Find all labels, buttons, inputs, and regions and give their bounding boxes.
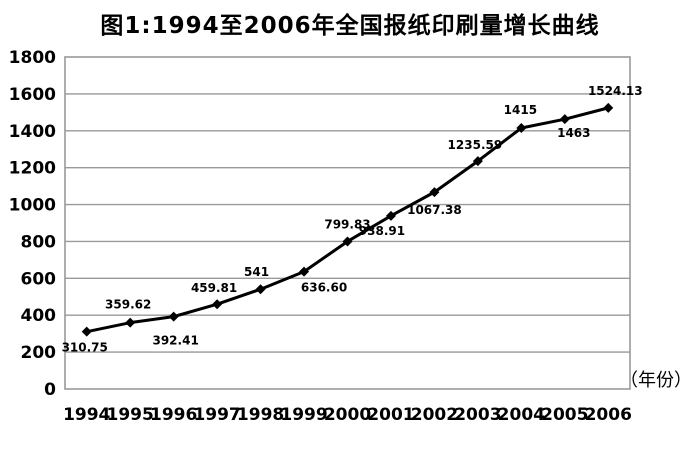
x-tick-label: 2005 [541, 405, 588, 425]
data-point-marker [255, 284, 266, 295]
x-tick-label: 2004 [498, 405, 545, 425]
x-tick-label: 1995 [107, 405, 154, 425]
data-label: 938.91 [359, 224, 405, 238]
data-point-marker [168, 311, 179, 322]
data-label: 1415 [504, 103, 537, 117]
data-point-marker [559, 114, 570, 125]
x-tick-label: 2002 [411, 405, 458, 425]
y-tick-label: 1400 [9, 122, 56, 142]
data-label: 1463 [557, 126, 590, 140]
y-tick-label: 1000 [9, 196, 56, 216]
y-tick-label: 800 [21, 232, 57, 252]
data-point-marker [472, 156, 483, 167]
y-tick-label: 400 [21, 306, 57, 326]
x-tick-label: 1994 [63, 405, 110, 425]
data-label: 392.41 [152, 334, 198, 348]
x-tick-label: 1996 [150, 405, 197, 425]
x-tick-label: 2000 [324, 405, 371, 425]
data-point-marker [81, 326, 92, 337]
y-tick-label: 1600 [9, 85, 56, 105]
data-point-marker [429, 187, 440, 198]
y-tick-label: 1200 [9, 159, 56, 179]
data-label: 1067.38 [407, 203, 462, 217]
y-tick-label: 0 [44, 380, 56, 400]
data-label: 799.83 [324, 217, 370, 231]
y-tick-label: 600 [21, 269, 57, 289]
plot-border [64, 56, 631, 390]
data-point-marker [516, 123, 527, 134]
data-label: 310.75 [62, 341, 108, 355]
data-point-marker [385, 210, 396, 221]
x-tick-label: 2003 [454, 405, 501, 425]
data-point-marker [125, 317, 136, 328]
data-point-marker [603, 102, 614, 113]
x-tick-label: 1998 [237, 405, 284, 425]
y-tick-label: 1800 [9, 48, 56, 68]
x-tick-label: 1997 [193, 405, 240, 425]
x-tick-label: 1999 [280, 405, 327, 425]
data-label: 1524.13 [588, 84, 643, 98]
data-label: 359.62 [105, 298, 151, 312]
data-label: 636.60 [301, 281, 347, 295]
data-point-marker [299, 266, 310, 277]
x-tick-label: 2006 [585, 405, 632, 425]
y-tick-label: 200 [21, 343, 57, 363]
data-label: 1235.59 [448, 138, 503, 152]
data-label: 541 [244, 265, 269, 279]
data-point-marker [212, 299, 223, 310]
data-point-marker [342, 236, 353, 247]
data-label: 459.81 [191, 281, 237, 295]
x-axis-unit-label: （年份） [620, 370, 692, 391]
x-tick-label: 2001 [367, 405, 414, 425]
chart-title: 图1:1994至2006年全国报纸印刷量增长曲线 [100, 13, 600, 39]
